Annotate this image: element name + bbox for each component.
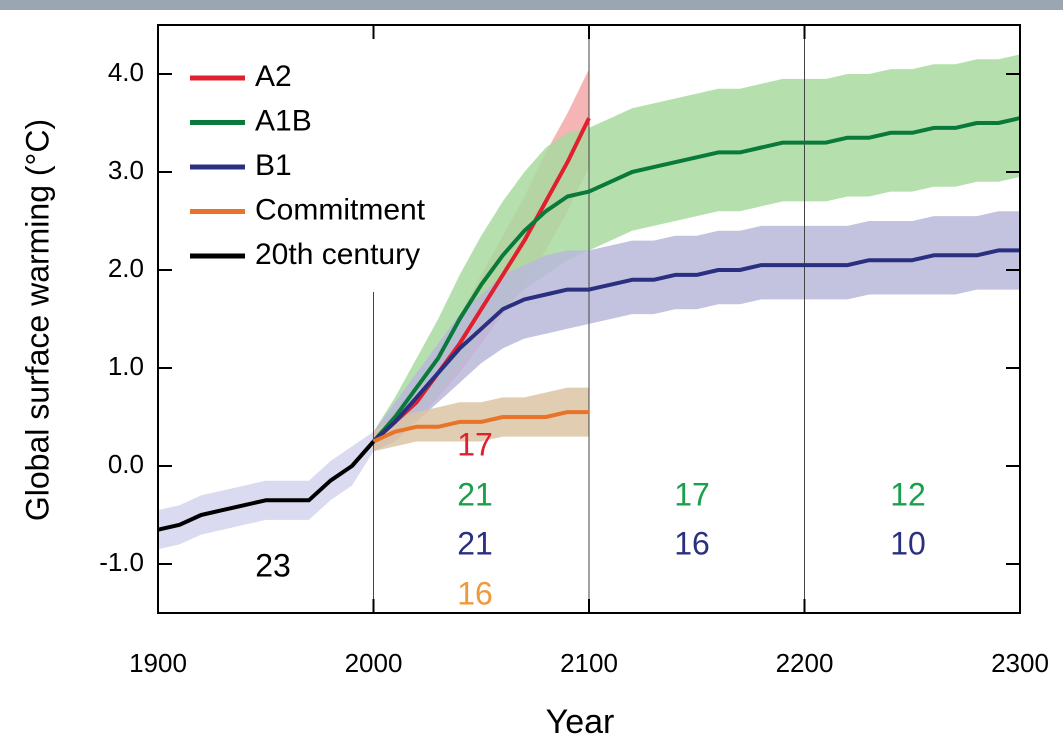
x-axis-title: Year bbox=[546, 703, 615, 741]
legend-label: B1 bbox=[255, 149, 292, 182]
y-axis-title: Global surface warming (°C) bbox=[19, 119, 55, 521]
x-tick-label: 2100 bbox=[560, 648, 618, 678]
uncertainty-band bbox=[158, 431, 374, 550]
legend-label: A1B bbox=[255, 104, 312, 137]
uncertainty-band bbox=[373, 387, 589, 452]
legend-label: 20th century bbox=[255, 238, 420, 271]
model-count: 10 bbox=[890, 525, 926, 561]
model-count: 16 bbox=[674, 525, 710, 561]
y-tick-label: 0.0 bbox=[108, 449, 144, 479]
x-tick-label: 2200 bbox=[776, 648, 834, 678]
series-line bbox=[157, 440, 376, 532]
series-line bbox=[372, 248, 1020, 443]
model-count: 21 bbox=[457, 525, 493, 561]
uncertainty-band bbox=[373, 211, 1020, 452]
x-tick-label: 1900 bbox=[129, 648, 187, 678]
y-tick-label: 1.0 bbox=[108, 351, 144, 381]
model-count: 21 bbox=[457, 476, 493, 512]
y-tick-label: -1.0 bbox=[99, 547, 144, 577]
model-count: 17 bbox=[674, 476, 710, 512]
y-tick-label: 3.0 bbox=[108, 155, 144, 185]
model-count: 23 bbox=[255, 547, 291, 583]
y-tick-label: 2.0 bbox=[108, 253, 144, 283]
series-line bbox=[372, 410, 589, 444]
y-tick-label: 4.0 bbox=[108, 57, 144, 87]
series-line bbox=[371, 116, 1021, 443]
uncertainty-band bbox=[373, 54, 1020, 452]
legend-label: A2 bbox=[255, 60, 292, 93]
model-count: 12 bbox=[890, 476, 926, 512]
series-line bbox=[372, 117, 591, 443]
background-strip bbox=[0, 0, 1063, 10]
x-tick-label: 2000 bbox=[345, 648, 403, 678]
legend-label: Commitment bbox=[255, 193, 426, 226]
model-count: 16 bbox=[457, 575, 493, 611]
x-tick-label: 2300 bbox=[991, 648, 1049, 678]
model-count: 17 bbox=[457, 426, 493, 462]
